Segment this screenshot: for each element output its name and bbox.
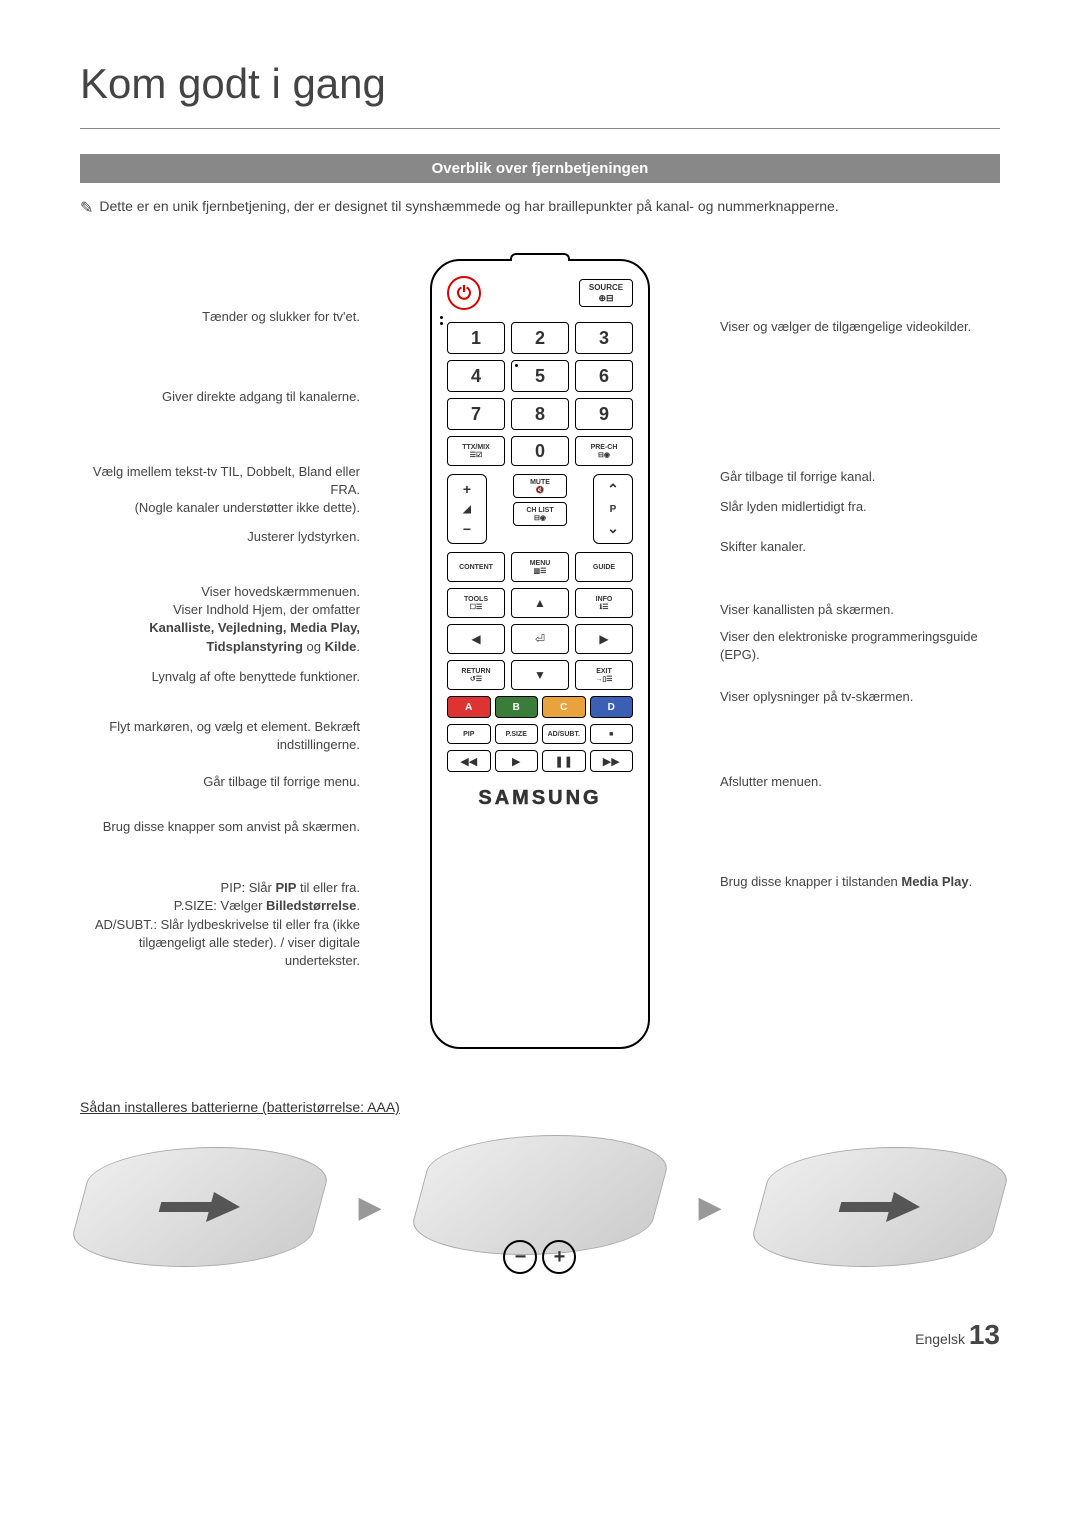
ttx-button[interactable]: TTX/MIX☰☑ xyxy=(447,436,505,466)
callout-nav: Flyt markøren, og vælg et element. Bekræ… xyxy=(80,718,360,754)
play-button[interactable]: ▶ xyxy=(495,750,539,772)
callout-prech: Går tilbage til forrige kanal. xyxy=(720,468,1000,486)
pip-button[interactable]: PIP xyxy=(447,724,491,744)
tools-button[interactable]: TOOLS☐☰ xyxy=(447,588,505,618)
callout-exit: Afslutter menuen. xyxy=(720,773,1000,791)
chlist-button[interactable]: CH LIST⊟◉ xyxy=(513,502,567,526)
num-5[interactable]: 5 xyxy=(511,360,569,392)
callout-chlist: Viser kanallisten på skærmen. xyxy=(720,601,1000,619)
callout-media: Brug disse knapper i tilstanden Media Pl… xyxy=(720,873,1000,891)
step-arrow-icon: ▶ xyxy=(698,1190,721,1225)
callout-colors: Brug disse knapper som anvist på skærmen… xyxy=(80,818,360,836)
footer-language: Engelsk xyxy=(915,1331,965,1347)
nav-enter[interactable]: ⏎ xyxy=(511,624,569,654)
braille-dots xyxy=(440,316,443,325)
info-button[interactable]: INFOℹ☰ xyxy=(575,588,633,618)
pause-button[interactable]: ❚❚ xyxy=(542,750,586,772)
color-d-button[interactable]: D xyxy=(590,696,634,718)
battery-minus-icon: − xyxy=(503,1240,537,1274)
prech-button[interactable]: PRE-CH⊟◉ xyxy=(575,436,633,466)
num-2[interactable]: 2 xyxy=(511,322,569,354)
callout-volume: Justerer lydstyrken. xyxy=(80,528,360,546)
power-button[interactable]: ⏻ xyxy=(447,276,481,310)
guide-button[interactable]: GUIDE xyxy=(575,552,633,582)
callout-channel: Skifter kanaler. xyxy=(720,538,1000,556)
nav-left[interactable]: ◀ xyxy=(447,624,505,654)
callout-source: Viser og vælger de tilgængelige videokil… xyxy=(720,318,1000,336)
color-a-button[interactable]: A xyxy=(447,696,491,718)
stop-button[interactable]: ■ xyxy=(590,724,634,744)
battery-step-3 xyxy=(744,1147,1016,1267)
brand-logo: SAMSUNG xyxy=(442,787,638,810)
return-button[interactable]: RETURN↺☰ xyxy=(447,660,505,690)
num-6[interactable]: 6 xyxy=(575,360,633,392)
remote-body: ⏻ SOURCE ⊕⊟ 1 2 3 4 5 6 7 8 9 TTX/MIX☰☑ … xyxy=(430,259,650,1049)
source-button[interactable]: SOURCE ⊕⊟ xyxy=(579,279,633,307)
nav-right[interactable]: ▶ xyxy=(575,624,633,654)
title-underline xyxy=(80,128,1000,129)
step-arrow-icon: ▶ xyxy=(358,1190,381,1225)
number-pad: 1 2 3 4 5 6 7 8 9 xyxy=(447,322,633,430)
note-icon: ✎ xyxy=(80,198,93,218)
ir-notch xyxy=(510,253,570,261)
page-number: 13 xyxy=(969,1319,1000,1350)
page-title: Kom godt i gang xyxy=(80,60,1000,108)
page-footer: Engelsk 13 xyxy=(80,1319,1000,1351)
num-7[interactable]: 7 xyxy=(447,398,505,430)
intro-paragraph: ✎ Dette er en unik fjernbetjening, der e… xyxy=(80,198,1000,218)
remote-diagram: Tænder og slukker for tv'et. Giver direk… xyxy=(80,253,1000,1049)
battery-step-1 xyxy=(64,1147,336,1267)
vol-down-icon: − xyxy=(463,521,471,537)
section-header: Overblik over fjernbetjeningen xyxy=(80,154,1000,183)
ch-down-icon: ⌄ xyxy=(607,520,619,537)
source-icon: ⊕⊟ xyxy=(598,293,613,304)
content-button[interactable]: CONTENT xyxy=(447,552,505,582)
mute-button[interactable]: MUTE🔇 xyxy=(513,474,567,498)
callout-pip: PIP: Slår PIP til eller fra. P.SIZE: Væl… xyxy=(80,861,360,970)
callout-info: Viser oplysninger på tv-skærmen. xyxy=(720,688,1000,706)
num-9[interactable]: 9 xyxy=(575,398,633,430)
num-1[interactable]: 1 xyxy=(447,322,505,354)
callout-ttx: Vælg imellem tekst-tv TIL, Dobbelt, Blan… xyxy=(80,463,360,518)
callout-return: Går tilbage til forrige menu. xyxy=(80,773,360,791)
intro-text: Dette er en unik fjernbetjening, der er … xyxy=(99,198,838,214)
battery-heading: Sådan installeres batterierne (batterist… xyxy=(80,1099,1000,1115)
volume-rocker[interactable]: + ◢ − xyxy=(447,474,487,544)
callout-tools: Lynvalg af ofte benyttede funktioner. xyxy=(80,668,360,686)
nav-down[interactable]: ▼ xyxy=(511,660,569,690)
menu-button[interactable]: MENU▥☰ xyxy=(511,552,569,582)
num-0[interactable]: 0 xyxy=(511,436,569,466)
num-3[interactable]: 3 xyxy=(575,322,633,354)
nav-up[interactable]: ▲ xyxy=(511,588,569,618)
ch-up-icon: ⌃ xyxy=(607,481,619,498)
callout-power: Tænder og slukker for tv'et. xyxy=(80,308,360,326)
battery-steps: ▶ − + ▶ xyxy=(80,1135,1000,1279)
num-4[interactable]: 4 xyxy=(447,360,505,392)
remote-control: ⏻ SOURCE ⊕⊟ 1 2 3 4 5 6 7 8 9 TTX/MIX☰☑ … xyxy=(430,253,650,1049)
exit-button[interactable]: EXIT→▯☰ xyxy=(575,660,633,690)
num-8[interactable]: 8 xyxy=(511,398,569,430)
vol-up-icon: + xyxy=(463,481,471,497)
adsubt-button[interactable]: AD/SUBT. xyxy=(542,724,586,744)
battery-plus-icon: + xyxy=(542,1240,576,1274)
forward-button[interactable]: ▶▶ xyxy=(590,750,634,772)
callout-content: Viser hovedskærmmenuen. Viser Indhold Hj… xyxy=(80,583,360,656)
psize-button[interactable]: P.SIZE xyxy=(495,724,539,744)
color-c-button[interactable]: C xyxy=(542,696,586,718)
channel-rocker[interactable]: ⌃ P ⌄ xyxy=(593,474,633,544)
callout-channels: Giver direkte adgang til kanalerne. xyxy=(80,388,360,406)
callout-mute: Slår lyden midlertidigt fra. xyxy=(720,498,1000,516)
rewind-button[interactable]: ◀◀ xyxy=(447,750,491,772)
color-b-button[interactable]: B xyxy=(495,696,539,718)
callout-guide: Viser den elektroniske programmeringsgui… xyxy=(720,628,1000,664)
vol-icon: ◢ xyxy=(463,504,471,515)
